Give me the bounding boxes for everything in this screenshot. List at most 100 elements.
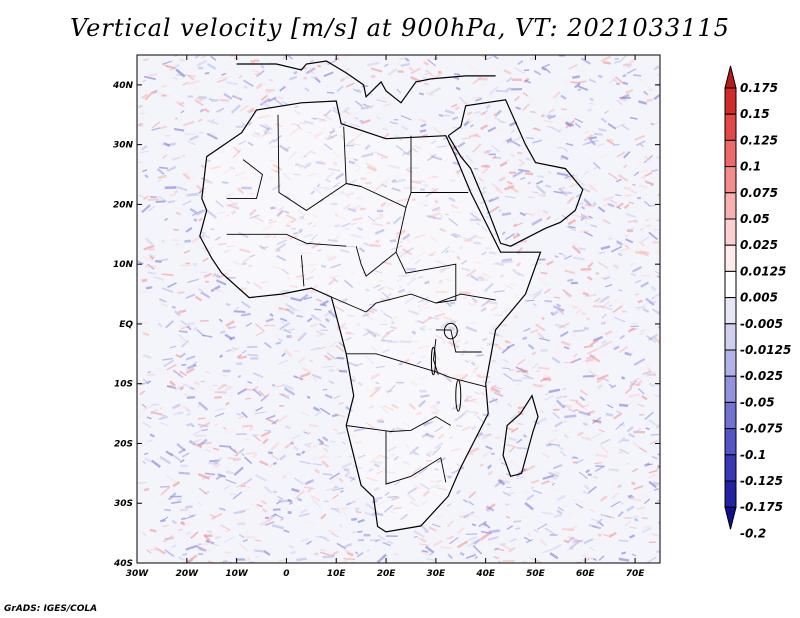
field-streak [431,410,438,415]
field-streak [397,240,403,246]
field-streak [288,501,294,505]
field-streak [246,280,251,284]
field-streak [299,372,311,378]
field-streak [260,280,269,284]
colorbar-level-label: -0.1 [740,448,766,462]
field-streak [388,427,396,435]
field-streak [284,194,291,201]
field-streak [550,350,562,355]
field-streak [161,239,165,243]
field-streak [533,529,539,533]
field-streak [401,151,407,156]
field-streak [559,187,566,190]
field-streak [528,98,536,103]
field-streak [607,138,614,142]
field-streak [417,466,428,475]
field-streak [346,252,356,260]
field-streak [339,523,344,528]
field-streak [315,535,327,539]
field-streak [185,170,190,175]
field-streak [434,425,444,433]
field-streak [248,502,260,510]
field-streak [164,134,171,137]
field-streak [387,446,397,453]
field-streak [182,393,193,397]
field-streak [338,509,349,514]
field-streak [635,292,640,297]
field-streak [172,480,181,488]
field-streak [357,381,363,387]
field-streak [192,85,199,90]
field-streak [230,104,241,114]
field-streak [461,259,468,265]
field-streak [644,462,650,467]
field-streak [623,164,628,169]
field-streak [281,352,286,357]
field-streak [581,404,590,408]
field-streak [575,400,584,408]
field-streak [237,374,242,379]
field-streak [297,356,306,364]
field-streak [431,155,443,161]
field-streak [404,237,412,244]
field-streak [603,276,611,281]
field-streak [632,74,642,77]
field-streak [238,355,247,360]
field-streak [400,513,409,521]
field-streak [228,198,239,208]
field-streak [611,492,619,500]
field-streak [601,313,607,319]
field-streak [324,291,330,297]
field-streak [652,309,660,316]
field-streak [532,303,537,307]
field-streak [248,265,252,267]
field-streak [141,145,148,151]
field-streak [511,244,520,247]
field-streak [425,453,432,458]
field-streak [157,368,166,376]
field-streak [233,450,240,457]
field-streak [443,316,453,321]
field-streak [144,237,154,246]
field-streak [522,92,529,97]
field-streak [429,86,442,95]
field-streak [512,345,519,352]
field-streak [614,60,619,64]
field-streak [625,462,629,465]
field-streak [573,353,578,358]
field-streak [240,176,251,181]
field-streak [303,486,315,490]
field-streak [162,357,174,361]
field-streak [171,445,176,449]
field-streak [156,142,162,145]
field-streak [421,500,428,506]
field-streak [488,251,497,255]
field-streak [341,106,350,114]
field-streak [524,172,534,176]
field-streak [397,288,406,294]
field-streak [637,304,646,311]
field-streak [467,118,472,124]
field-streak [645,117,653,123]
field-streak [603,202,609,208]
field-streak [428,450,436,454]
field-streak [248,208,257,217]
field-streak [597,206,606,213]
field-streak [307,253,315,258]
field-streak [299,121,306,125]
field-streak [342,298,348,302]
field-streak [587,108,593,112]
field-streak [427,499,436,504]
lat-tick-label: EQ [119,320,133,330]
field-streak [477,431,484,438]
field-streak [450,203,459,210]
field-streak [461,137,471,140]
field-streak [495,89,508,93]
field-streak [148,205,155,212]
field-streak [380,309,387,315]
field-streak [354,168,361,173]
field-streak [209,514,216,518]
field-streak [464,359,469,364]
field-streak [324,309,334,318]
